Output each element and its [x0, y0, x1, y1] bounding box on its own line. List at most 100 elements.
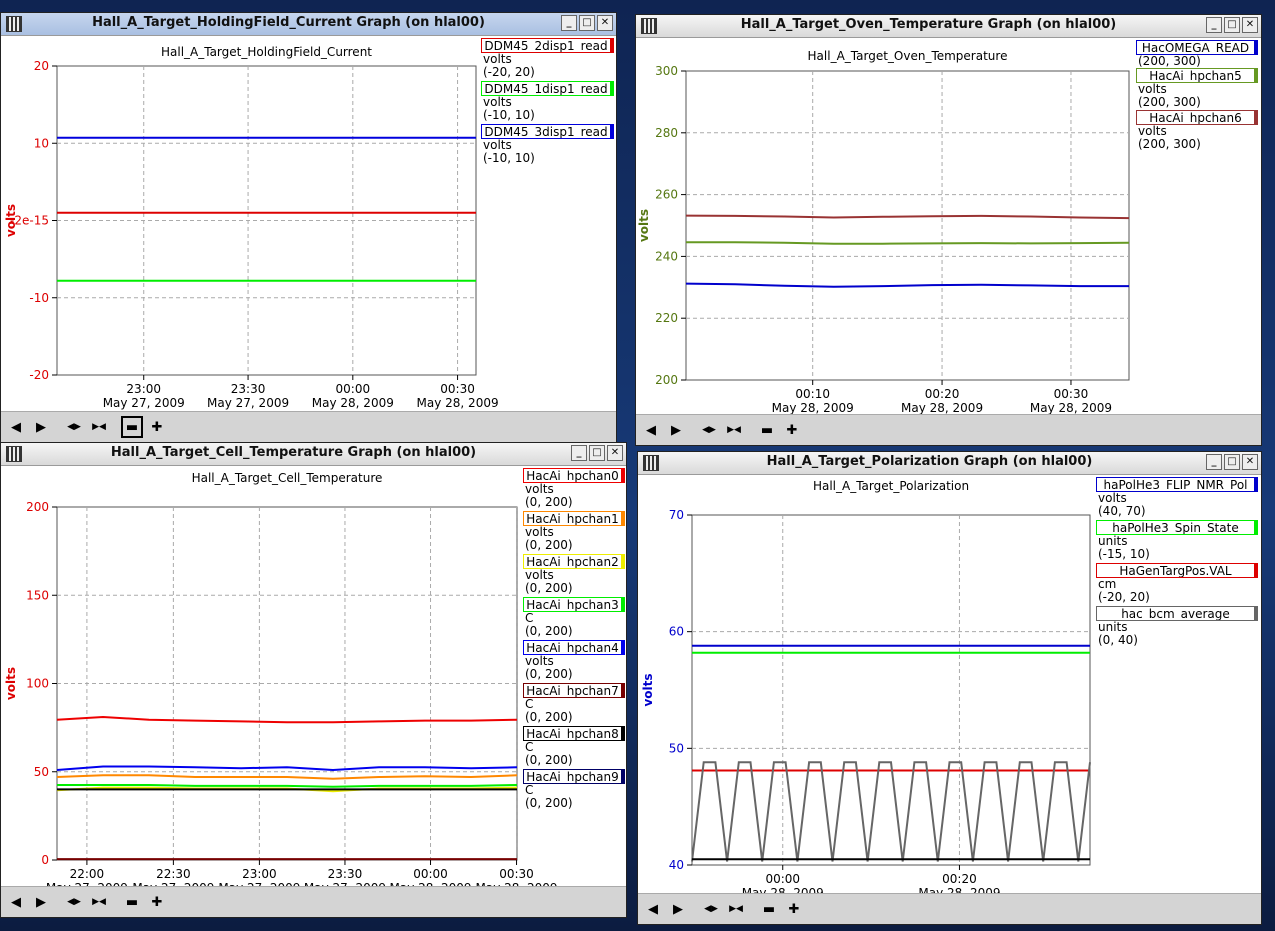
legend-series-name[interactable]: haPolHe3_Spin_State [1096, 520, 1258, 535]
maximize-button[interactable]: □ [589, 445, 605, 461]
legend-item[interactable]: HacAi_hpchan8 C (0, 200) [523, 726, 625, 767]
legend-item[interactable]: HacAi_hpchan9 C (0, 200) [523, 769, 625, 810]
legend-unit: volts [525, 568, 554, 582]
legend-series-name[interactable]: HacAi_hpchan1 [523, 511, 625, 526]
zoom-out-icon[interactable]: ▬ [121, 416, 143, 438]
legend-series-name[interactable]: hac_bcm_average [1096, 606, 1258, 621]
close-button[interactable]: ✕ [1242, 454, 1258, 470]
legend-series-name[interactable]: HaGenTargPos.VAL [1096, 563, 1258, 578]
zoom-in-icon[interactable]: ✚ [151, 894, 163, 910]
shrink-horizontal-icon[interactable]: ▶◀ [92, 897, 106, 907]
shrink-horizontal-icon[interactable]: ▶◀ [727, 425, 741, 435]
legend-item[interactable]: HacAi_hpchan0 volts (0, 200) [523, 468, 625, 509]
arrow-left-icon[interactable]: ◀ [648, 901, 658, 917]
polarization-chart[interactable]: Hall_A_Target_Polarization 70 60 50 40 volts 0… [638, 475, 1261, 895]
legend-range: (200, 300) [1138, 95, 1201, 109]
window-polarization[interactable]: Hall_A_Target_Polarization Graph (on hla… [637, 451, 1262, 925]
cell-temperature-chart[interactable]: Hall_A_Target_Cell_Temperature 200 150 100 5… [1, 466, 626, 888]
close-button[interactable]: ✕ [1242, 17, 1258, 33]
legend-item[interactable]: HacAi_hpchan6 volts (200, 300) [1136, 110, 1258, 151]
legend-series-name[interactable]: HacAi_hpchan9 [523, 769, 625, 784]
title-bar[interactable]: Hall_A_Target_HoldingField_Current Graph… [1, 13, 616, 36]
x-tick-time: 00:30 [440, 382, 475, 396]
minimize-button[interactable]: _ [1206, 17, 1222, 33]
legend-item[interactable]: HacAi_hpchan5 volts (200, 300) [1136, 68, 1258, 109]
expand-horizontal-icon[interactable]: ◀▶ [702, 425, 716, 435]
zoom-in-icon[interactable]: ✚ [151, 419, 163, 435]
legend-item[interactable]: HacOMEGA_READ (200, 300) [1136, 40, 1258, 68]
zoom-in-icon[interactable]: ✚ [788, 901, 800, 917]
y-tick-label: 100 [26, 677, 49, 691]
oven-temperature-chart[interactable]: Hall_A_Target_Oven_Temperature 300 280 260 2… [636, 38, 1261, 415]
legend-series-name[interactable]: DDM45_2disp1_read [481, 38, 614, 53]
legend-series-name[interactable]: HacAi_hpchan4 [523, 640, 625, 655]
expand-horizontal-icon[interactable]: ◀▶ [704, 904, 718, 914]
legend-series-name[interactable]: DDM45_3disp1_read [481, 124, 614, 139]
legend-item[interactable]: haPolHe3_FLIP_NMR_Pol volts (40, 70) [1096, 477, 1258, 518]
legend-item[interactable]: HacAi_hpchan3 C (0, 200) [523, 597, 625, 638]
legend-series-name[interactable]: HacAi_hpchan7 [523, 683, 625, 698]
legend-series-name[interactable]: HacAi_hpchan6 [1136, 110, 1258, 125]
zoom-in-icon[interactable]: ✚ [786, 422, 798, 438]
arrow-right-icon[interactable]: ▶ [671, 422, 681, 438]
legend-series-name[interactable]: HacAi_hpchan0 [523, 468, 625, 483]
x-tick-date: May 27, 2009 [218, 881, 300, 888]
title-bar[interactable]: Hall_A_Target_Cell_Temperature Graph (on… [1, 443, 626, 466]
legend-item[interactable]: DDM45_3disp1_read volts (-10, 10) [481, 124, 614, 165]
arrow-right-icon[interactable]: ▶ [36, 894, 46, 910]
expand-horizontal-icon[interactable]: ◀▶ [67, 897, 81, 907]
legend-item[interactable]: haPolHe3_Spin_State units (-15, 10) [1096, 520, 1258, 561]
zoom-out-icon[interactable]: ▬ [760, 422, 774, 438]
legend-series-name[interactable]: HacAi_hpchan3 [523, 597, 625, 612]
window-holdingfield-current[interactable]: Hall_A_Target_HoldingField_Current Graph… [0, 12, 617, 443]
x-tick-date: May 28, 2009 [476, 881, 558, 888]
window-menu-icon[interactable] [641, 18, 657, 34]
arrow-right-icon[interactable]: ▶ [673, 901, 683, 917]
title-bar[interactable]: Hall_A_Target_Oven_Temperature Graph (on… [636, 15, 1261, 38]
legend-item[interactable]: DDM45_1disp1_read volts (-10, 10) [481, 81, 614, 122]
window-menu-icon[interactable] [6, 16, 22, 32]
expand-horizontal-icon[interactable]: ◀▶ [67, 422, 81, 432]
legend-item[interactable]: DDM45_2disp1_read volts (-20, 20) [481, 38, 614, 79]
legend-item[interactable]: hac_bcm_average units (0, 40) [1096, 606, 1258, 647]
title-bar[interactable]: Hall_A_Target_Polarization Graph (on hla… [638, 452, 1261, 475]
legend-series-name[interactable]: HacAi_hpchan2 [523, 554, 625, 569]
window-menu-icon[interactable] [643, 455, 659, 471]
maximize-button[interactable]: □ [1224, 17, 1240, 33]
arrow-left-icon[interactable]: ◀ [11, 894, 21, 910]
shrink-horizontal-icon[interactable]: ▶◀ [729, 904, 743, 914]
window-cell-temperature[interactable]: Hall_A_Target_Cell_Temperature Graph (on… [0, 442, 627, 918]
minimize-button[interactable]: _ [571, 445, 587, 461]
shrink-horizontal-icon[interactable]: ▶◀ [92, 422, 106, 432]
legend-series-name[interactable]: HacAi_hpchan8 [523, 726, 625, 741]
legend-item[interactable]: HacAi_hpchan1 volts (0, 200) [523, 511, 625, 552]
arrow-left-icon[interactable]: ◀ [646, 422, 656, 438]
legend-series-name[interactable]: HacOMEGA_READ [1136, 40, 1258, 55]
window-menu-icon[interactable] [6, 446, 22, 462]
legend-item[interactable]: HaGenTargPos.VAL cm (-20, 20) [1096, 563, 1258, 604]
holdingfield-chart[interactable]: Hall_A_Target_HoldingField_Current 20 10 -2… [1, 36, 616, 411]
legend-unit: volts [1138, 82, 1167, 96]
maximize-button[interactable]: □ [1224, 454, 1240, 470]
zoom-out-icon[interactable]: ▬ [762, 901, 776, 917]
y-tick-label: 50 [669, 741, 684, 755]
arrow-right-icon[interactable]: ▶ [36, 419, 46, 435]
x-tick-time: 00:20 [942, 872, 977, 886]
minimize-button[interactable]: _ [561, 15, 577, 31]
zoom-out-icon[interactable]: ▬ [125, 894, 139, 910]
legend-item[interactable]: HacAi_hpchan4 volts (0, 200) [523, 640, 625, 681]
y-tick-label: 200 [655, 373, 678, 387]
legend-item[interactable]: HacAi_hpchan7 C (0, 200) [523, 683, 625, 724]
y-tick-label: -20 [29, 368, 49, 382]
legend-series-name[interactable]: HacAi_hpchan5 [1136, 68, 1258, 83]
arrow-left-icon[interactable]: ◀ [11, 419, 21, 435]
x-tick-time: 23:00 [242, 867, 277, 881]
close-button[interactable]: ✕ [597, 15, 613, 31]
legend-item[interactable]: HacAi_hpchan2 volts (0, 200) [523, 554, 625, 595]
close-button[interactable]: ✕ [607, 445, 623, 461]
legend-series-name[interactable]: haPolHe3_FLIP_NMR_Pol [1096, 477, 1258, 492]
minimize-button[interactable]: _ [1206, 454, 1222, 470]
maximize-button[interactable]: □ [579, 15, 595, 31]
legend-series-name[interactable]: DDM45_1disp1_read [481, 81, 614, 96]
window-oven-temperature[interactable]: Hall_A_Target_Oven_Temperature Graph (on… [635, 14, 1262, 446]
